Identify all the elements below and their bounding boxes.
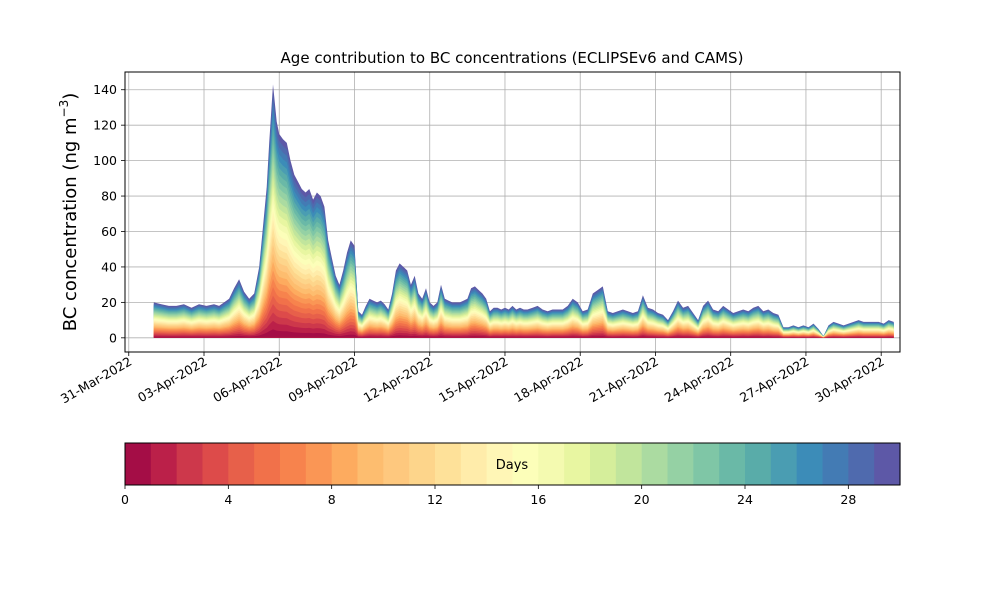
colorbar-swatch [331,443,359,485]
colorbar-frame [124,442,901,486]
y-tick-label: 60 [101,224,117,239]
y-axis-label: BC concentration (ng m−3) [57,93,81,332]
colorbar-tick-label: 0 [121,492,129,507]
colorbar-swatch [460,443,488,485]
colorbar-tick-label: 24 [737,492,753,507]
colorbar-swatch [848,443,875,485]
x-tick-label: 21-Apr-2022 [587,354,661,406]
x-tick-label: 30-Apr-2022 [812,354,886,406]
colorbar-swatch [874,443,901,485]
colorbar-swatch [693,443,720,485]
colorbar-swatch [202,443,229,485]
colorbar-swatch [615,443,643,485]
age-layer-day-2 [153,312,894,338]
y-tick-label: 20 [101,295,117,310]
x-tick-label: 06-Apr-2022 [210,354,284,406]
colorbar-tick-label: 16 [530,492,546,507]
colorbar-swatch [357,443,384,485]
y-axis-ticks: 0 20 40 60 80 100 120 140 [93,82,125,345]
colorbar-tick-label: 28 [840,492,856,507]
age-layer-day-0 [153,329,894,338]
chart-title: Age contribution to BC concentrations (E… [281,49,744,67]
colorbar-swatch [280,443,307,485]
colorbar-swatch [538,443,565,485]
colorbar-label: Days [496,458,529,473]
y-tick-label: 140 [93,82,117,97]
colorbar-tick-label: 12 [427,492,443,507]
colorbar-swatch [512,443,539,485]
y-tick-label: 0 [109,330,117,345]
colorbar-swatch [667,443,694,485]
colorbar-tick-label: 4 [224,492,232,507]
grid-lines [125,72,900,352]
colorbar-swatch [228,443,255,485]
y-tick-label: 100 [93,153,117,168]
colorbar-swatch [486,443,514,485]
colorbar-swatch [125,443,152,485]
colorbar-swatch [564,443,591,485]
x-tick-label: 27-Apr-2022 [737,354,811,406]
y-tick-label: 80 [101,189,117,204]
colorbar-swatch [822,443,849,485]
age-layer-day-1 [153,320,894,338]
x-tick-label: 18-Apr-2022 [511,354,585,406]
colorbar-swatch [305,443,333,485]
colorbar-swatch [383,443,410,485]
colorbar-swatch [641,443,669,485]
age-area-layers [153,84,894,338]
colorbar-swatch [770,443,798,485]
x-tick-label: 03-Apr-2022 [135,354,209,406]
colorbar-swatch [796,443,824,485]
x-tick-label: 12-Apr-2022 [361,354,435,406]
colorbar-swatch [435,443,462,485]
x-tick-label: 31-Mar-2022 [58,354,134,407]
colorbar-swatch [150,443,178,485]
colorbar [125,443,901,485]
plot-frame [124,71,901,353]
y-tick-label: 40 [101,259,117,274]
x-tick-label: 15-Apr-2022 [436,354,510,406]
colorbar-ticks: 0 4 8 12 16 20 24 28 [121,485,856,507]
colorbar-swatch [590,443,617,485]
colorbar-swatch [719,443,746,485]
colorbar-swatch [254,443,281,485]
colorbar-swatch [176,443,204,485]
colorbar-swatch [745,443,772,485]
x-tick-label: 24-Apr-2022 [662,354,736,406]
colorbar-swatch [409,443,436,485]
x-axis-ticks: 31-Mar-2022 03-Apr-2022 06-Apr-2022 09-Apr-… [58,352,887,406]
colorbar-tick-label: 8 [328,492,336,507]
y-tick-label: 120 [93,118,117,133]
x-tick-label: 09-Apr-2022 [286,354,360,406]
colorbar-tick-label: 20 [634,492,650,507]
